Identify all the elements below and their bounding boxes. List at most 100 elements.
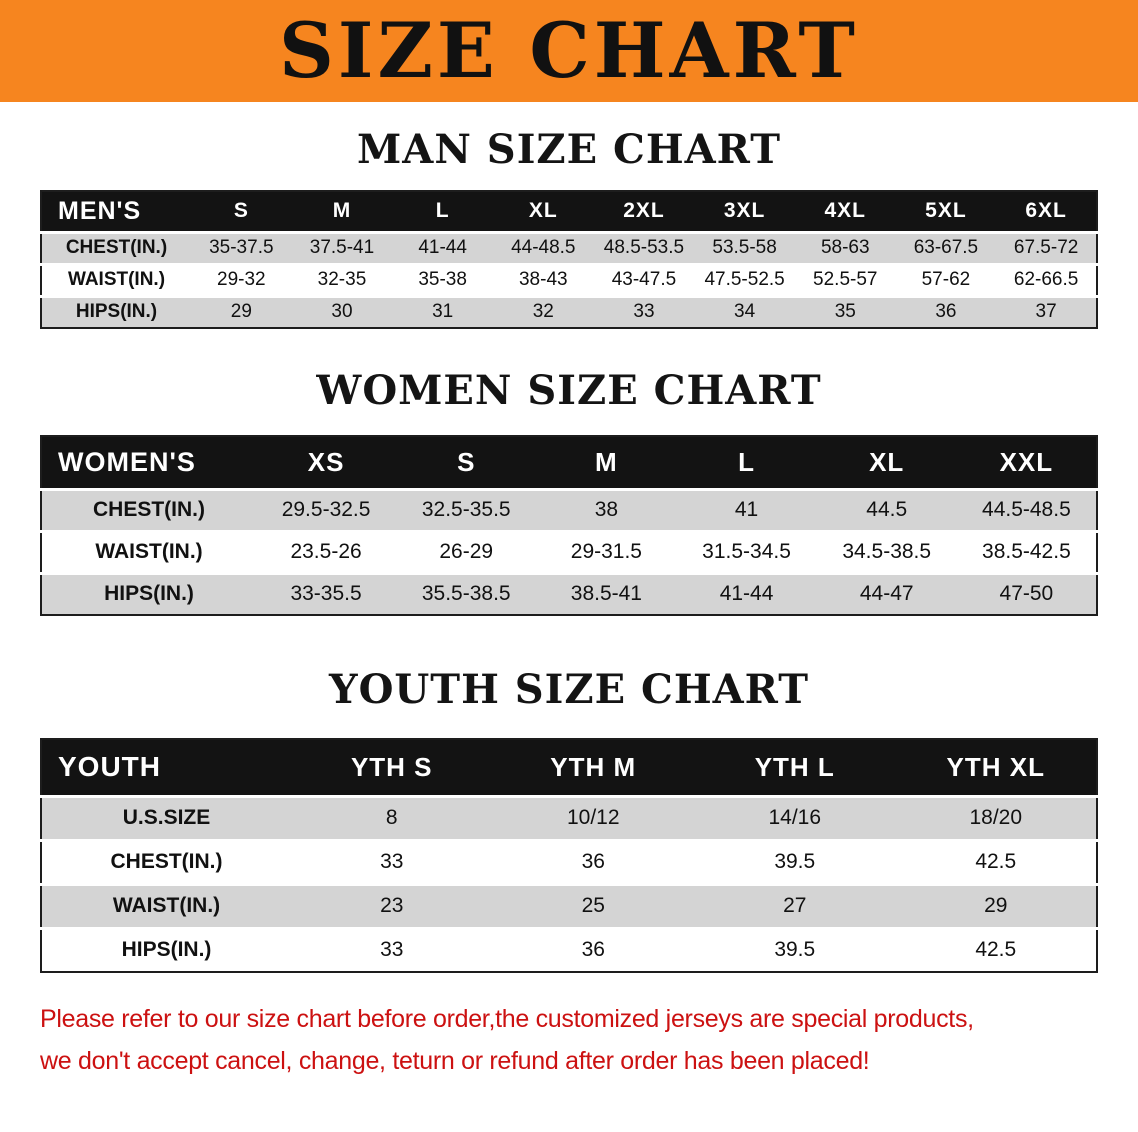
row-label: U.S.SIZE: [122, 806, 211, 829]
data-cell: 44-48.5: [511, 237, 576, 258]
data-cell: 33: [380, 850, 404, 873]
women-size-section: WOMEN SIZE CHART WOMEN'S XS S M L XL XXL CHEST(…: [0, 369, 1138, 616]
table-corner-label: MEN'S: [41, 191, 191, 232]
data-cell: 42.5: [975, 850, 1017, 873]
data-cell: 58-63: [820, 237, 870, 258]
table-row: HIPS(IN.) 33 36 39.5 42.5: [41, 928, 1097, 972]
data-cell: 37: [1035, 301, 1057, 323]
data-cell: 47.5-52.5: [704, 269, 785, 290]
row-label: WAIST(IN.): [67, 269, 166, 290]
data-cell: 26-29: [439, 540, 494, 563]
banner-title: SIZE CHART: [279, 6, 859, 95]
data-cell: 32: [532, 301, 554, 323]
data-cell: 18/20: [969, 806, 1023, 829]
table-body: U.S.SIZE 8 10/12 14/16 18/20 CHEST(IN.) 33 36 39…: [41, 796, 1097, 972]
data-cell: 29: [230, 301, 252, 323]
row-label: CHEST(IN.): [65, 237, 168, 258]
data-cell: 35.5-38.5: [421, 582, 511, 606]
row-label: WAIST(IN.): [112, 894, 221, 917]
banner: SIZE CHART: [0, 0, 1138, 102]
data-cell: 35: [834, 301, 856, 323]
data-cell: 47-50: [999, 582, 1054, 606]
row-label: CHEST(IN.): [93, 498, 205, 521]
data-cell: 34: [734, 301, 756, 323]
table-row: WAIST(IN.) 23.5-26 26-29 29-31.5 31.5-34.5 34…: [41, 531, 1097, 573]
data-cell: 33-35.5: [290, 582, 362, 606]
youth-section-title: YOUTH SIZE CHART: [329, 666, 809, 713]
size-column-header: YTH L: [694, 739, 896, 796]
size-column-header: 5XL: [895, 191, 997, 232]
size-column-header: XXL: [956, 436, 1097, 489]
data-cell: 42.5: [975, 938, 1017, 962]
size-column-header: S: [396, 436, 537, 489]
data-cell: 41-44: [418, 237, 467, 258]
data-cell: 48.5-53.5: [603, 237, 685, 258]
data-cell: 38: [594, 498, 619, 521]
table-row: CHEST(IN.) 33 36 39.5 42.5: [41, 840, 1097, 884]
table-row: U.S.SIZE 8 10/12 14/16 18/20: [41, 796, 1097, 840]
data-cell: 29-31.5: [570, 540, 642, 563]
data-cell: 39.5: [774, 850, 816, 873]
data-cell: 36: [935, 301, 957, 323]
table-body: CHEST(IN.) 35-37.5 37.5-41 41-44 44-48.5 48.5…: [41, 232, 1097, 328]
data-cell: 36: [581, 938, 605, 962]
data-cell: 8: [385, 806, 398, 829]
size-column-header: YTH XL: [895, 739, 1097, 796]
data-cell: 41-44: [719, 582, 774, 606]
data-cell: 23.5-26: [290, 540, 362, 563]
data-cell: 27: [783, 894, 807, 917]
size-column-header: YTH M: [492, 739, 694, 796]
size-chart-page: SIZE CHART MAN SIZE CHART MEN'S S M L XL 2XL 3…: [0, 0, 1138, 1075]
women-size-table: WOMEN'S XS S M L XL XXL CHEST(IN.) 29.5-32.5 32.5…: [40, 435, 1098, 616]
table-head: WOMEN'S XS S M L XL XXL: [41, 436, 1097, 489]
data-cell: 34.5-38.5: [842, 540, 932, 563]
table-corner-label: WOMEN'S: [41, 436, 256, 489]
data-cell: 36: [581, 850, 605, 873]
data-cell: 31: [432, 301, 454, 323]
table-row: CHEST(IN.) 35-37.5 37.5-41 41-44 44-48.5 48.5…: [41, 232, 1097, 264]
table-header-row: MEN'S S M L XL 2XL 3XL 4XL 5XL 6XL: [41, 191, 1097, 232]
size-column-header: L: [676, 436, 817, 489]
data-cell: 10/12: [566, 806, 620, 829]
data-cell: 44.5-48.5: [982, 498, 1071, 521]
data-cell: 29-32: [217, 269, 266, 290]
data-cell: 35-37.5: [209, 237, 274, 258]
data-cell: 33: [633, 301, 655, 323]
data-cell: 31.5-34.5: [702, 540, 791, 563]
data-cell: 44-47: [859, 582, 914, 606]
table-body: CHEST(IN.) 29.5-32.5 32.5-35.5 38 41 44.5 44.5…: [41, 489, 1097, 615]
data-cell: 63-67.5: [913, 237, 979, 258]
data-cell: 52.5-57: [813, 269, 878, 290]
table-row: CHEST(IN.) 29.5-32.5 32.5-35.5 38 41 44.5 44.5…: [41, 489, 1097, 531]
table-row: WAIST(IN.) 29-32 32-35 35-38 38-43 43-47.5 47.…: [41, 264, 1097, 296]
table-row: WAIST(IN.) 23 25 27 29: [41, 884, 1097, 928]
youth-size-table: YOUTH YTH S YTH M YTH L YTH XL U.S.SIZE 8 10/12…: [40, 738, 1098, 973]
row-label: HIPS(IN.): [121, 938, 212, 962]
row-label: WAIST(IN.): [95, 540, 203, 563]
table-head: MEN'S S M L XL 2XL 3XL 4XL 5XL 6XL: [41, 191, 1097, 232]
data-cell: 32.5-35.5: [421, 498, 511, 521]
row-label: HIPS(IN.): [75, 301, 158, 323]
data-cell: 53.5-58: [712, 237, 777, 258]
size-column-header: M: [536, 436, 677, 489]
row-label: HIPS(IN.): [104, 582, 194, 606]
size-column-header: YTH S: [291, 739, 493, 796]
size-column-header: XS: [256, 436, 397, 489]
data-cell: 29: [984, 894, 1008, 917]
data-cell: 57-62: [921, 269, 971, 290]
data-cell: 29.5-32.5: [281, 498, 371, 521]
data-cell: 25: [581, 894, 605, 917]
data-cell: 41: [734, 498, 759, 521]
data-cell: 44.5: [866, 498, 908, 521]
row-label: CHEST(IN.): [110, 850, 223, 873]
women-section-title: WOMEN SIZE CHART: [316, 367, 822, 414]
size-column-header: 3XL: [694, 191, 795, 232]
data-cell: 67.5-72: [1013, 237, 1079, 258]
size-column-header: M: [291, 191, 393, 232]
table-row: HIPS(IN.) 29 30 31 32 33 34 35 36 37: [41, 296, 1097, 328]
table-corner-label: YOUTH: [41, 739, 291, 796]
size-column-header: L: [392, 191, 493, 232]
notice-line-1: Please refer to our size chart before or…: [40, 1005, 974, 1033]
data-cell: 23: [380, 894, 404, 917]
data-cell: 32-35: [317, 269, 367, 290]
